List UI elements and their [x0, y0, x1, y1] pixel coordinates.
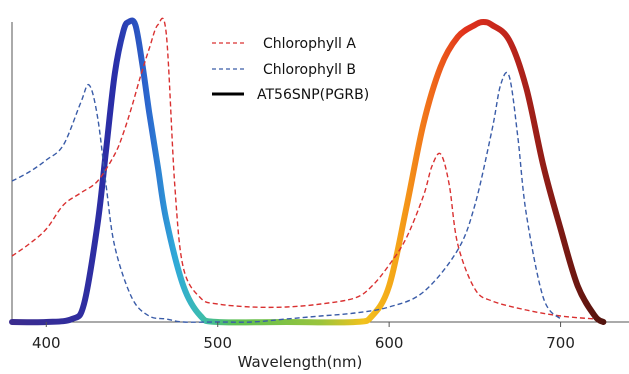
series-line-chlorophyll-a: [11, 17, 595, 320]
x-tick-label: 500: [203, 334, 232, 352]
x-tick-label: 600: [375, 334, 404, 352]
legend-label-at56snp: AT56SNP(PGRB): [257, 87, 369, 103]
series-layer: [9, 17, 607, 326]
legend: Chlorophyll A Chlorophyll B AT56SNP(PGRB…: [212, 36, 369, 103]
x-tick-label: 700: [546, 334, 575, 352]
tick-layer: 400 500 600 700: [32, 322, 575, 352]
series-line-chlorophyll-b: [11, 71, 562, 323]
x-tick-label: 400: [32, 334, 61, 352]
x-axis-title: Wavelength(nm): [238, 353, 363, 371]
legend-label-chlorophyll-b: Chlorophyll B: [263, 62, 356, 78]
series-line-at56snp-pgrb: [9, 17, 607, 326]
legend-label-chlorophyll-a: Chlorophyll A: [263, 36, 356, 52]
